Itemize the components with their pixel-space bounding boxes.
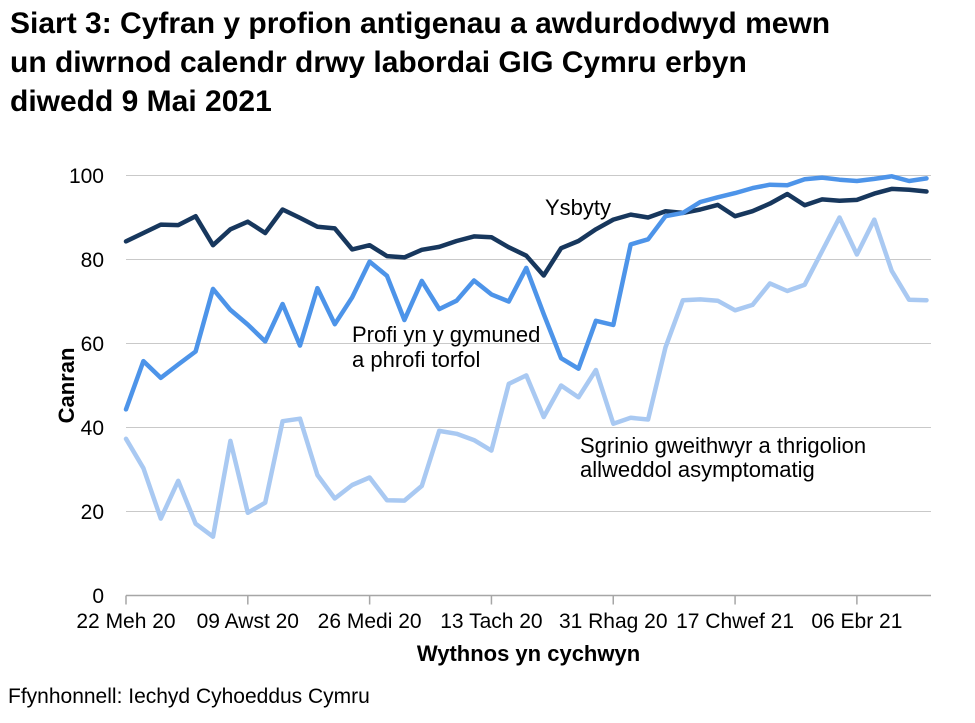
x-tick-label: 13 Tach 20 bbox=[440, 610, 542, 633]
y-tick-label: 100 bbox=[69, 165, 104, 188]
series-label-ysbyty: Ysbyty bbox=[545, 195, 611, 220]
y-tick-label: 80 bbox=[81, 249, 104, 272]
source-caption: Ffynhonnell: Iechyd Cyhoeddus Cymru bbox=[8, 685, 370, 708]
x-tick-label: 06 Ebr 21 bbox=[811, 610, 902, 633]
x-tick-label: 31 Rhag 20 bbox=[559, 610, 668, 633]
chart-title-line-1: Siart 3: Cyfran y profion antigenau a aw… bbox=[10, 7, 831, 40]
series-line-sgrinio bbox=[123, 215, 929, 539]
series-label-profi: Profi yn y gymuned bbox=[352, 322, 540, 347]
x-tick-label: 17 Chwef 21 bbox=[676, 610, 794, 633]
y-tick-label: 60 bbox=[81, 333, 104, 356]
y-axis-title: Canran bbox=[54, 348, 79, 424]
x-tick-label: 22 Meh 20 bbox=[76, 610, 175, 633]
series-label-sgrinio: allweddol asymptomatig bbox=[580, 457, 815, 482]
series-line-profi bbox=[123, 174, 929, 412]
chart-title-line-3: diwedd 9 Mai 2021 bbox=[10, 85, 272, 118]
y-tick-label: 0 bbox=[92, 585, 104, 608]
series-label-sgrinio: Sgrinio gweithwyr a thrigolion bbox=[580, 433, 866, 458]
series-line-ysbyty bbox=[123, 186, 929, 278]
y-tick-label: 20 bbox=[81, 501, 104, 524]
x-tick-label: 26 Medi 20 bbox=[318, 610, 422, 633]
chart-title: Siart 3: Cyfran y profion antigenau a aw… bbox=[10, 4, 970, 121]
x-tick-label: 09 Awst 20 bbox=[197, 610, 299, 633]
y-tick-label: 40 bbox=[81, 417, 104, 440]
series-label-profi: a phrofi torfol bbox=[352, 347, 480, 372]
chart-title-line-2: un diwrnod calendr drwy labordai GIG Cym… bbox=[10, 46, 747, 79]
x-axis-title: Wythnos yn cychwyn bbox=[417, 641, 640, 666]
